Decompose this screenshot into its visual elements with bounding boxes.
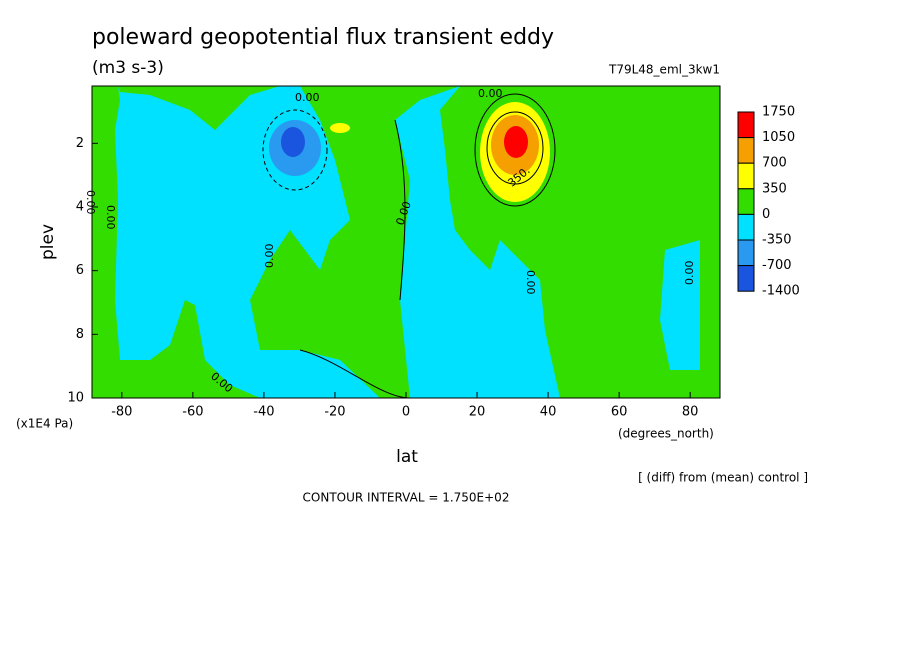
contour-label: 0.00 xyxy=(84,190,97,215)
chart-title: poleward geopotential flux transient edd… xyxy=(92,25,554,50)
colorbar-label: -350 xyxy=(762,233,792,248)
x-units: (degrees_north) xyxy=(618,427,714,441)
footnote: [ (diff) from (mean) control ] xyxy=(638,471,808,485)
contour-label: 0.00 xyxy=(295,91,320,104)
y-units: (x1E4 Pa) xyxy=(16,417,73,431)
contour-label: 0.00 xyxy=(683,261,696,286)
contour-label: 0.00 xyxy=(263,244,276,269)
x-tick-label: 80 xyxy=(682,405,699,420)
colorbar-label: 1050 xyxy=(762,130,795,145)
subtitle: (m3 s-3) xyxy=(92,58,164,78)
colorbar-label: 700 xyxy=(762,156,787,171)
region xyxy=(660,240,700,370)
y-axis-label: plev xyxy=(38,224,58,260)
y-tick-label: 10 xyxy=(67,391,84,406)
colorbar-label: -700 xyxy=(762,258,792,273)
colorbar-box xyxy=(737,137,755,164)
x-tick-label: 20 xyxy=(469,405,486,420)
x-tick-label: -60 xyxy=(182,405,203,420)
y-tick-label: 2 xyxy=(76,136,84,151)
region xyxy=(92,86,260,398)
colorbar-label: 0 xyxy=(762,207,770,222)
region xyxy=(118,86,280,130)
region xyxy=(250,86,460,398)
y-tick-label: 4 xyxy=(76,199,84,214)
x-tick-label: 40 xyxy=(540,405,557,420)
x-tick-label: 0 xyxy=(402,405,410,420)
region xyxy=(504,126,528,158)
contour-lines xyxy=(262,93,556,399)
x-tick-label: -20 xyxy=(324,405,345,420)
contour-label: 0.00 xyxy=(524,270,537,295)
region xyxy=(281,127,305,157)
contour-label: 0.00 xyxy=(478,87,503,100)
contour-label: 0.00 xyxy=(104,205,117,230)
x-tick-label: 60 xyxy=(611,405,628,420)
x-axis-label: lat xyxy=(396,447,418,467)
colorbar-label: 350 xyxy=(762,181,787,196)
contour-field xyxy=(91,85,721,399)
colorbar-box xyxy=(737,213,755,241)
colorbar-label: 1750 xyxy=(762,105,795,120)
contour-interval: CONTOUR INTERVAL = 1.750E+02 xyxy=(303,491,510,505)
dataset: T79L48_eml_3kw1 xyxy=(608,63,720,77)
colorbar-label: -1400 xyxy=(762,284,800,299)
colorbar-box xyxy=(737,162,755,190)
colorbar-box xyxy=(737,265,755,292)
colorbar-box xyxy=(737,111,755,139)
y-tick-label: 8 xyxy=(76,327,84,342)
colorbar-box xyxy=(737,239,755,267)
region xyxy=(330,123,350,133)
x-tick-label: -80 xyxy=(111,405,132,420)
x-tick-label: -40 xyxy=(253,405,274,420)
y-tick-label: 6 xyxy=(76,263,84,278)
colorbar-box xyxy=(737,188,755,215)
